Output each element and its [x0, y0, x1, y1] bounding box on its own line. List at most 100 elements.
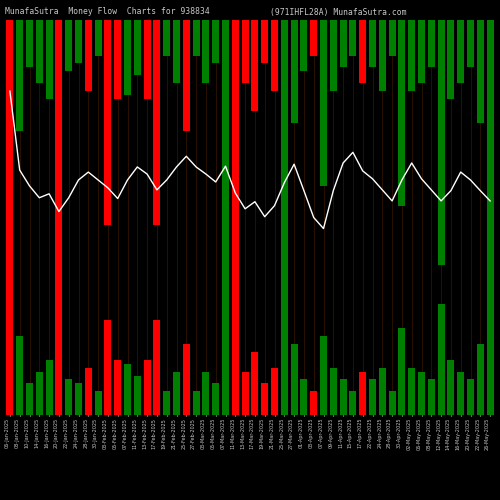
Bar [398, 328, 406, 415]
Bar [281, 288, 287, 415]
Bar [458, 372, 464, 415]
Bar [310, 20, 317, 56]
Bar [134, 20, 140, 76]
Bar [222, 238, 229, 415]
Bar [448, 360, 454, 415]
Bar [398, 20, 406, 206]
Bar [114, 20, 121, 99]
Bar [408, 368, 415, 415]
Bar [360, 20, 366, 83]
Bar [26, 384, 33, 415]
Bar [281, 20, 287, 304]
Bar [232, 20, 238, 380]
Bar [94, 392, 102, 415]
Bar [428, 20, 434, 68]
Bar [350, 20, 356, 56]
Bar [124, 364, 131, 415]
Bar [418, 372, 425, 415]
Bar [66, 20, 72, 72]
Bar [458, 20, 464, 83]
Bar [252, 352, 258, 415]
Bar [183, 344, 190, 415]
Bar [379, 20, 386, 91]
Bar [310, 392, 317, 415]
Bar [75, 20, 82, 64]
Bar [46, 360, 52, 415]
Bar [202, 20, 209, 83]
Bar [448, 20, 454, 99]
Bar [46, 20, 52, 99]
Bar [262, 384, 268, 415]
Bar [477, 344, 484, 415]
Bar [418, 20, 425, 83]
Text: (971IHFL28A) MunafaSutra.com: (971IHFL28A) MunafaSutra.com [270, 8, 406, 16]
Bar [36, 20, 43, 83]
Bar [114, 360, 121, 415]
Bar [212, 384, 219, 415]
Bar [369, 380, 376, 415]
Bar [212, 20, 219, 64]
Bar [438, 20, 444, 265]
Bar [242, 20, 248, 83]
Bar [85, 368, 91, 415]
Text: MunafaSutra  Money Flow  Charts for 938834: MunafaSutra Money Flow Charts for 938834 [5, 8, 210, 16]
Bar [467, 20, 474, 68]
Bar [192, 392, 200, 415]
Bar [330, 20, 336, 91]
Bar [144, 20, 150, 99]
Bar [428, 380, 434, 415]
Bar [75, 384, 82, 415]
Bar [388, 20, 396, 56]
Bar [242, 372, 248, 415]
Bar [124, 20, 131, 95]
Bar [6, 265, 14, 415]
Bar [340, 380, 346, 415]
Bar [56, 20, 62, 344]
Bar [350, 392, 356, 415]
Bar [104, 20, 112, 226]
Bar [66, 380, 72, 415]
Bar [486, 20, 494, 356]
Bar [330, 368, 336, 415]
Bar [56, 277, 62, 415]
Bar [271, 368, 278, 415]
Bar [320, 336, 327, 415]
Bar [26, 20, 33, 68]
Bar [85, 20, 91, 91]
Bar [144, 360, 150, 415]
Bar [164, 20, 170, 56]
Bar [202, 372, 209, 415]
Bar [222, 20, 229, 411]
Bar [477, 20, 484, 122]
Bar [232, 265, 238, 415]
Bar [271, 20, 278, 91]
Bar [16, 20, 23, 130]
Bar [134, 376, 140, 415]
Bar [104, 320, 112, 415]
Bar [290, 344, 298, 415]
Bar [300, 20, 308, 72]
Bar [164, 392, 170, 415]
Bar [173, 372, 180, 415]
Bar [486, 265, 494, 415]
Bar [300, 380, 308, 415]
Bar [6, 20, 14, 384]
Bar [438, 304, 444, 415]
Bar [408, 20, 415, 91]
Bar [252, 20, 258, 111]
Bar [173, 20, 180, 83]
Bar [183, 20, 190, 130]
Bar [340, 20, 346, 68]
Bar [360, 372, 366, 415]
Bar [262, 20, 268, 64]
Bar [388, 392, 396, 415]
Bar [154, 320, 160, 415]
Bar [467, 380, 474, 415]
Bar [94, 20, 102, 56]
Bar [154, 20, 160, 226]
Bar [369, 20, 376, 68]
Bar [290, 20, 298, 122]
Bar [192, 20, 200, 56]
Bar [320, 20, 327, 186]
Bar [379, 368, 386, 415]
